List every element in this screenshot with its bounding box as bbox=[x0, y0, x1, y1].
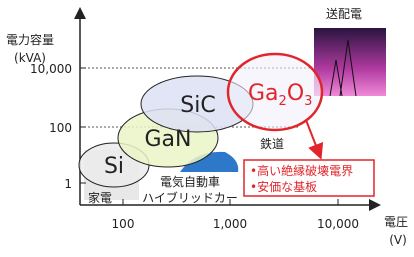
y-tick-label: 1 bbox=[64, 177, 72, 191]
callout-text: •高い絶縁破壊電界 bbox=[250, 163, 353, 178]
x-title: 電圧 bbox=[384, 215, 408, 229]
arrow bbox=[306, 120, 320, 156]
y-tick-label: 10,000 bbox=[30, 62, 72, 76]
ga2o3-part: 2 bbox=[279, 94, 287, 109]
gan-label: GaN bbox=[145, 127, 192, 152]
ga2o3-part: 3 bbox=[304, 94, 312, 109]
app-label: 電気自動車 bbox=[160, 174, 220, 189]
x-tick-label: 10,000 bbox=[317, 217, 359, 231]
callout-text: •安価な基板 bbox=[250, 179, 317, 194]
ga2o3-part: Ga bbox=[248, 81, 279, 106]
sic-label: SiC bbox=[180, 93, 215, 118]
x-tick-label: 1,000 bbox=[213, 217, 247, 231]
y-title: 電力容量 bbox=[6, 32, 54, 47]
app-label: 鉄道 bbox=[260, 136, 284, 151]
ga2o3-part: O bbox=[287, 81, 304, 106]
x-tick-label: 100 bbox=[112, 217, 135, 231]
y-tick-label: 100 bbox=[49, 121, 72, 135]
app-label: ハイブリッドカー bbox=[142, 190, 238, 205]
x-title: (V) bbox=[389, 233, 407, 247]
app-label: 家電 bbox=[88, 190, 112, 205]
diagram: 電力容量 (kVA) 10,000 100 1 100 1,000 10,000… bbox=[0, 0, 414, 253]
grid-photo bbox=[314, 28, 386, 96]
si-label: Si bbox=[104, 154, 124, 179]
app-label: 送配電 bbox=[326, 6, 362, 21]
